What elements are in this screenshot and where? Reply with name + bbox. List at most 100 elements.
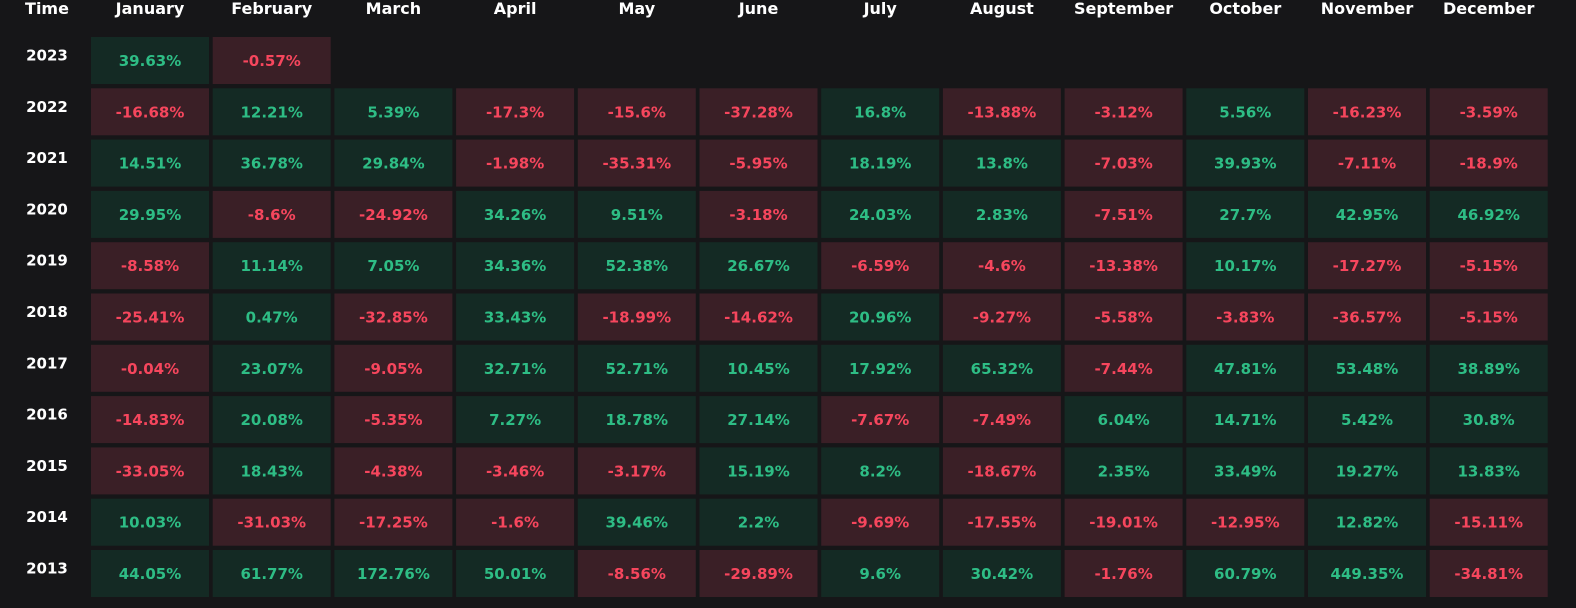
heatmap-cell <box>212 498 331 546</box>
cell-value-label: 14.51% <box>119 155 181 173</box>
heatmap-cell <box>334 190 453 238</box>
column-header-september: September <box>1074 0 1173 18</box>
row-label-2023: 2023 <box>26 47 68 65</box>
cell-value-label: -15.6% <box>608 103 666 121</box>
cell-value-label: -12.95% <box>1211 514 1280 532</box>
heatmap-cell <box>212 293 331 341</box>
heatmap-cell <box>577 293 696 341</box>
cell-value-label: 13.83% <box>1457 462 1519 480</box>
heatmap-cell <box>456 293 575 341</box>
cell-value-label: -6.59% <box>851 257 909 275</box>
heatmap-cell <box>699 447 818 495</box>
cell-value-label: -3.17% <box>608 462 666 480</box>
cell-value-label: 18.19% <box>849 155 911 173</box>
heatmap-cell <box>212 447 331 495</box>
heatmap-cell <box>577 190 696 238</box>
heatmap-cell <box>699 293 818 341</box>
heatmap-cell <box>334 293 453 341</box>
heatmap-cell <box>1186 190 1305 238</box>
heatmap-cell <box>821 344 940 392</box>
heatmap-cell <box>821 293 940 341</box>
column-header-july: July <box>863 0 898 18</box>
heatmap-cell <box>334 447 453 495</box>
cell-value-label: 449.35% <box>1331 565 1404 583</box>
heatmap-cell <box>212 190 331 238</box>
column-header-january: January <box>115 0 185 18</box>
cell-value-label: 7.05% <box>367 257 419 275</box>
heatmap-cell <box>942 293 1061 341</box>
heatmap-cell <box>942 550 1061 597</box>
heatmap-cell <box>456 498 575 546</box>
cell-value-label: -7.44% <box>1094 360 1152 378</box>
cell-value-label: -17.55% <box>968 514 1037 532</box>
heatmap-cell <box>1308 242 1426 290</box>
row-label-2013: 2013 <box>26 560 68 578</box>
heatmap-cell <box>212 396 331 444</box>
heatmap-cell <box>821 190 940 238</box>
column-header-may: May <box>618 0 655 18</box>
cell-value-label: -17.27% <box>1333 257 1402 275</box>
cell-value-label: 50.01% <box>484 565 546 583</box>
cell-value-label: 16.8% <box>854 103 906 121</box>
heatmap-cell <box>456 550 575 597</box>
heatmap-cell <box>1429 139 1548 187</box>
column-header-april: April <box>494 0 537 18</box>
cell-value-label: 20.96% <box>849 309 911 327</box>
cell-value-label: 27.14% <box>727 411 789 429</box>
heatmap-cell <box>334 396 453 444</box>
cell-value-label: 52.71% <box>606 360 668 378</box>
cell-value-label: 2.2% <box>738 514 780 532</box>
heatmap-cell <box>1186 293 1305 341</box>
cell-value-label: -25.41% <box>116 309 185 327</box>
cell-value-label: -32.85% <box>359 309 428 327</box>
cell-value-label: -31.03% <box>237 514 306 532</box>
cell-value-label: -15.11% <box>1454 514 1523 532</box>
column-header-december: December <box>1443 0 1534 18</box>
cell-value-label: 23.07% <box>240 360 302 378</box>
cell-value-label: -3.18% <box>729 206 787 224</box>
cell-value-label: -9.27% <box>973 309 1031 327</box>
cell-value-label: -3.46% <box>486 462 544 480</box>
heatmap-cell <box>577 550 696 597</box>
cell-value-label: 53.48% <box>1336 360 1398 378</box>
heatmap-cell <box>334 139 453 187</box>
cell-value-label: -36.57% <box>1333 309 1402 327</box>
heatmap-cell <box>1429 550 1548 597</box>
cell-value-label: -7.49% <box>973 411 1031 429</box>
cell-value-label: 24.03% <box>849 206 911 224</box>
heatmap-cell <box>456 344 575 392</box>
heatmap-cell <box>91 447 209 495</box>
heatmap-cell <box>1308 550 1426 597</box>
cell-value-label: 39.93% <box>1214 155 1276 173</box>
cell-value-label: 12.21% <box>240 103 302 121</box>
heatmap-cell <box>1064 344 1183 392</box>
heatmap-cell <box>821 242 940 290</box>
heatmap-cell <box>699 88 818 136</box>
cell-value-label: 5.39% <box>367 103 419 121</box>
cell-value-label: -5.95% <box>729 155 787 173</box>
cell-value-label: 61.77% <box>240 565 302 583</box>
heatmap-cell <box>1308 396 1426 444</box>
row-label-2015: 2015 <box>26 457 68 475</box>
heatmap-cell <box>212 550 331 597</box>
cell-value-label: 30.42% <box>971 565 1033 583</box>
cell-value-label: 19.27% <box>1336 462 1398 480</box>
cell-value-label: -3.83% <box>1216 309 1274 327</box>
cell-value-label: -4.38% <box>364 462 422 480</box>
heatmap-cell <box>577 396 696 444</box>
cell-value-label: 39.46% <box>606 514 668 532</box>
cell-value-label: 26.67% <box>727 257 789 275</box>
cell-value-label: 34.26% <box>484 206 546 224</box>
heatmap-cell <box>334 242 453 290</box>
heatmap-cell <box>1064 190 1183 238</box>
cell-value-label: -24.92% <box>359 206 428 224</box>
heatmap-cell <box>577 242 696 290</box>
cell-value-label: -16.68% <box>116 103 185 121</box>
cell-value-label: 6.04% <box>1098 411 1150 429</box>
heatmap-cell <box>91 498 209 546</box>
cell-value-label: 18.78% <box>606 411 668 429</box>
heatmap-cell <box>1064 396 1183 444</box>
heatmap-cell <box>212 139 331 187</box>
heatmap-cell <box>577 447 696 495</box>
